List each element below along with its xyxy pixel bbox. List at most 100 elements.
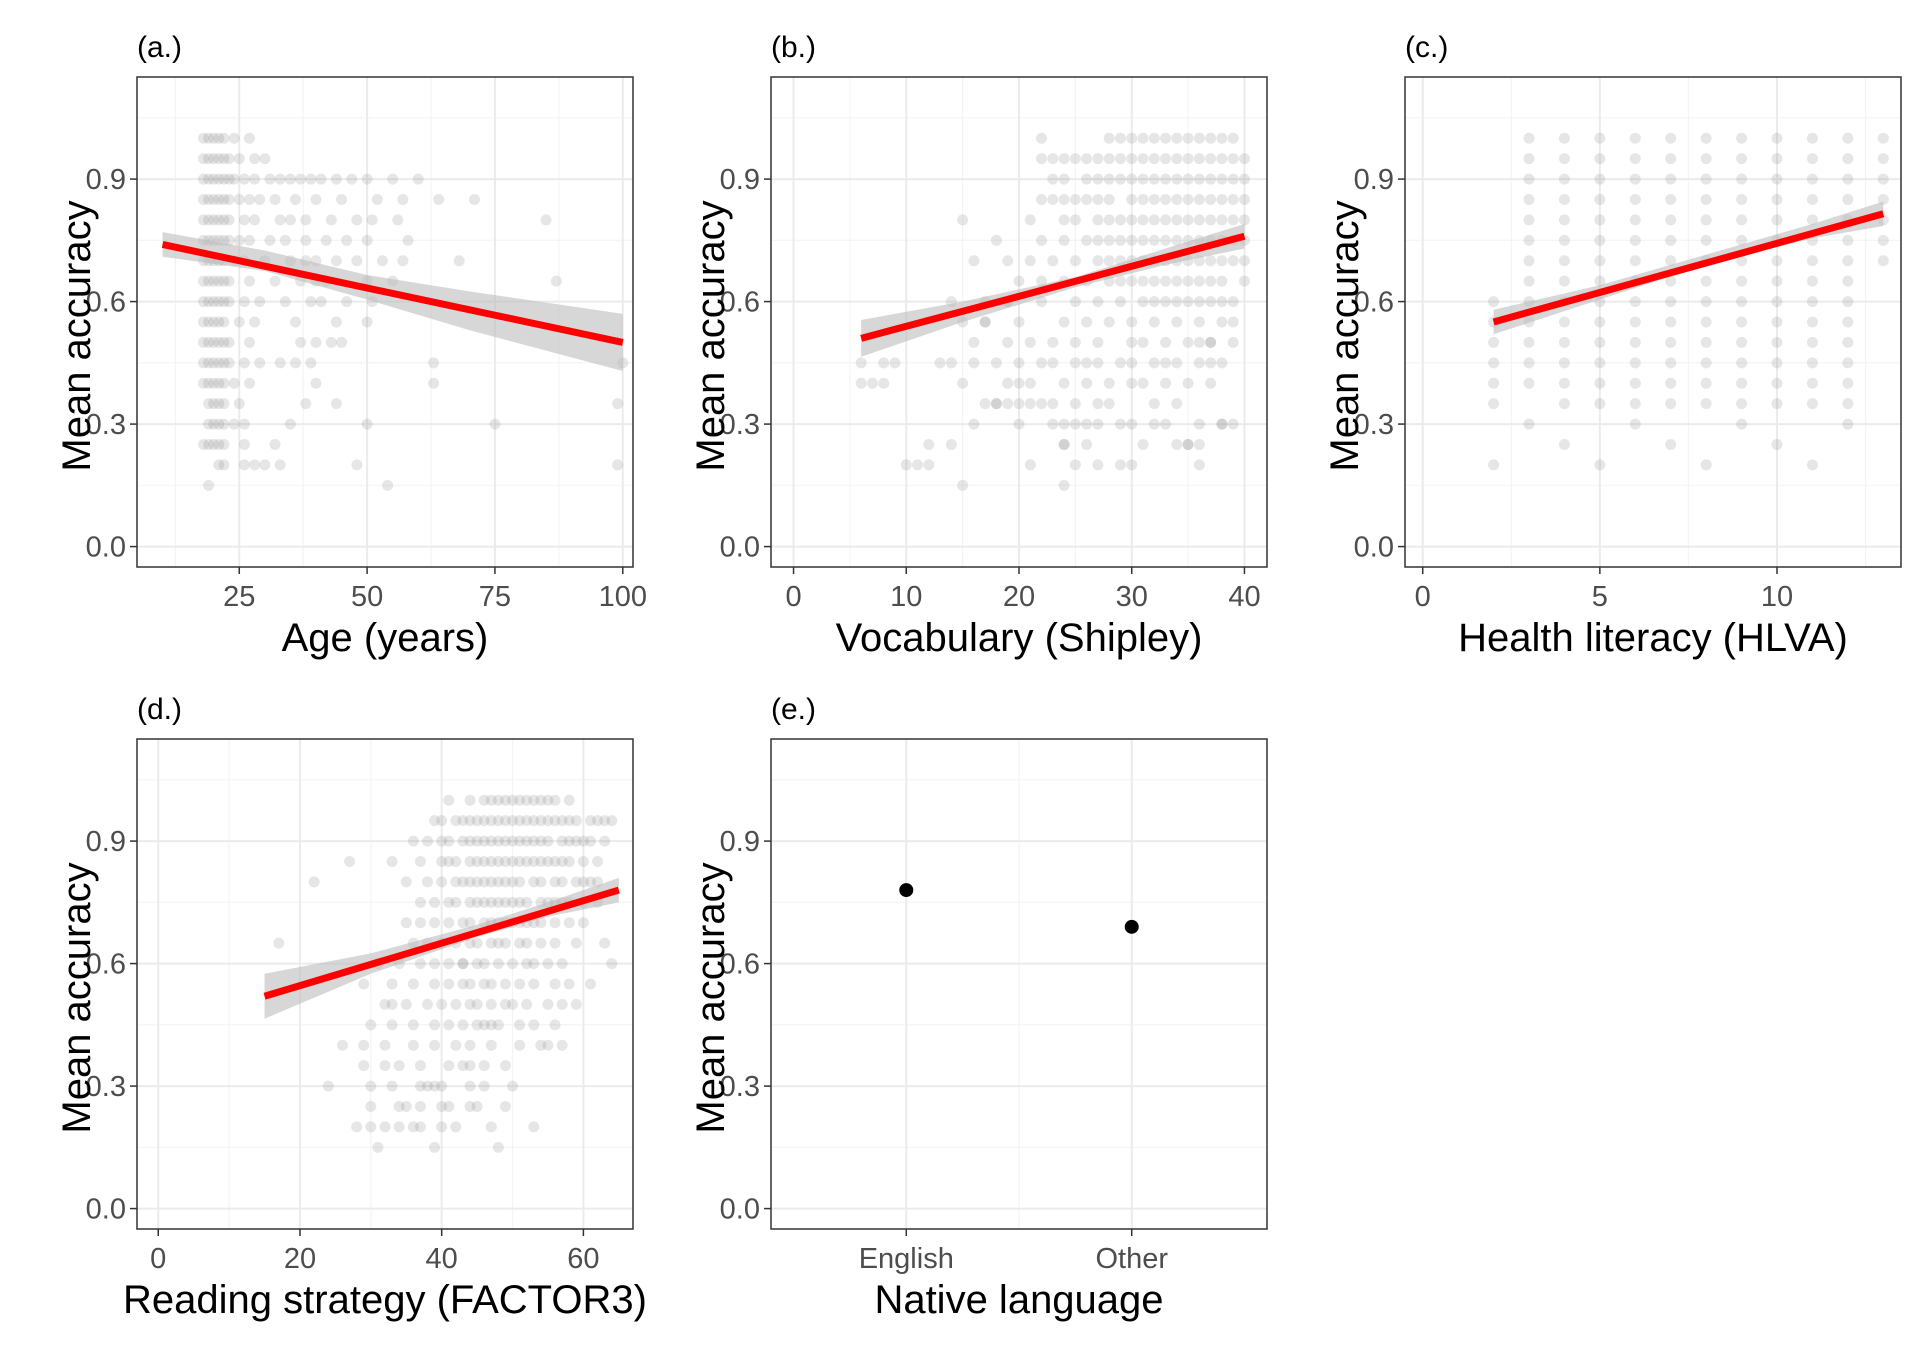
data-point	[208, 357, 220, 369]
data-point	[1216, 173, 1228, 185]
data-point	[1629, 398, 1641, 410]
data-point	[556, 835, 568, 847]
data-point	[300, 234, 312, 246]
data-point	[351, 255, 363, 267]
data-point	[264, 234, 276, 246]
data-point	[478, 835, 490, 847]
data-point	[464, 896, 476, 908]
data-point	[1700, 173, 1712, 185]
data-point	[528, 876, 540, 888]
data-point	[428, 357, 440, 369]
data-point	[351, 459, 363, 471]
data-point	[365, 1101, 377, 1112]
data-point	[1216, 153, 1228, 165]
x-tick-label: 60	[567, 1243, 599, 1275]
data-point	[1193, 316, 1205, 328]
data-point	[1594, 398, 1606, 410]
data-point	[1227, 214, 1239, 226]
y-tick-label: 0.0	[1354, 532, 1394, 564]
data-point	[1842, 357, 1854, 369]
plot-area	[899, 883, 1139, 934]
data-point	[254, 357, 266, 369]
data-point	[1148, 173, 1160, 185]
data-point	[1227, 255, 1239, 267]
data-point	[1629, 418, 1641, 430]
data-point	[1126, 194, 1138, 205]
data-point	[542, 958, 554, 970]
data-point	[203, 316, 215, 328]
data-point	[436, 876, 448, 888]
data-point	[1047, 418, 1059, 430]
data-point	[208, 275, 220, 287]
x-tick-label: 75	[479, 581, 511, 613]
data-point	[436, 1080, 448, 1092]
data-point	[492, 1019, 504, 1031]
data-point	[556, 856, 568, 867]
gridlines	[771, 739, 1267, 1229]
data-point	[521, 937, 533, 949]
data-point	[1227, 153, 1239, 165]
data-point	[1877, 234, 1889, 246]
plot-area	[161, 132, 629, 491]
data-point	[1081, 234, 1093, 246]
data-point	[549, 978, 561, 990]
data-point	[197, 173, 209, 185]
data-point	[1842, 377, 1854, 389]
data-point	[208, 316, 220, 328]
data-point	[563, 917, 575, 929]
data-point	[1842, 194, 1854, 205]
data-point	[912, 459, 924, 471]
data-point	[1205, 214, 1217, 226]
data-point	[1160, 153, 1172, 165]
data-point	[1842, 234, 1854, 246]
data-point	[485, 937, 497, 949]
data-point	[1736, 214, 1748, 226]
data-point	[1058, 439, 1070, 450]
data-point	[979, 316, 991, 328]
data-point	[371, 194, 383, 205]
data-point	[542, 856, 554, 867]
data-point	[223, 214, 235, 226]
data-point	[1665, 255, 1677, 267]
data-point	[259, 459, 271, 471]
data-point	[402, 234, 414, 246]
data-point	[1736, 398, 1748, 410]
data-point	[1700, 316, 1712, 328]
data-point	[1058, 377, 1070, 389]
data-point	[478, 958, 490, 970]
data-point	[1069, 153, 1081, 165]
data-point	[570, 937, 582, 949]
data-point	[1058, 479, 1070, 491]
data-point	[208, 173, 220, 185]
data-point	[478, 876, 490, 888]
data-point	[1092, 153, 1104, 165]
data-point	[1193, 357, 1205, 369]
data-point	[351, 1121, 363, 1133]
data-point	[305, 357, 317, 369]
data-point	[305, 296, 317, 308]
data-point	[228, 132, 240, 144]
data-point	[556, 1039, 568, 1051]
x-axis-title: Vocabulary (Shipley)	[836, 616, 1203, 660]
data-point	[382, 479, 394, 491]
data-point	[535, 1039, 547, 1051]
data-point	[203, 439, 215, 450]
data-point	[300, 214, 312, 226]
data-point	[570, 835, 582, 847]
panel-tag: (e.)	[771, 693, 816, 726]
data-point	[514, 835, 526, 847]
data-point	[1092, 255, 1104, 267]
data-point	[957, 214, 969, 226]
data-point	[213, 316, 225, 328]
plot-background	[1405, 77, 1901, 567]
data-point	[249, 316, 261, 328]
data-point	[1736, 296, 1748, 308]
data-point	[457, 835, 469, 847]
data-point	[414, 856, 426, 867]
data-point	[471, 937, 483, 949]
data-point	[1114, 275, 1126, 287]
data-point	[1047, 153, 1059, 165]
data-point	[556, 998, 568, 1010]
data-point	[485, 1039, 497, 1051]
